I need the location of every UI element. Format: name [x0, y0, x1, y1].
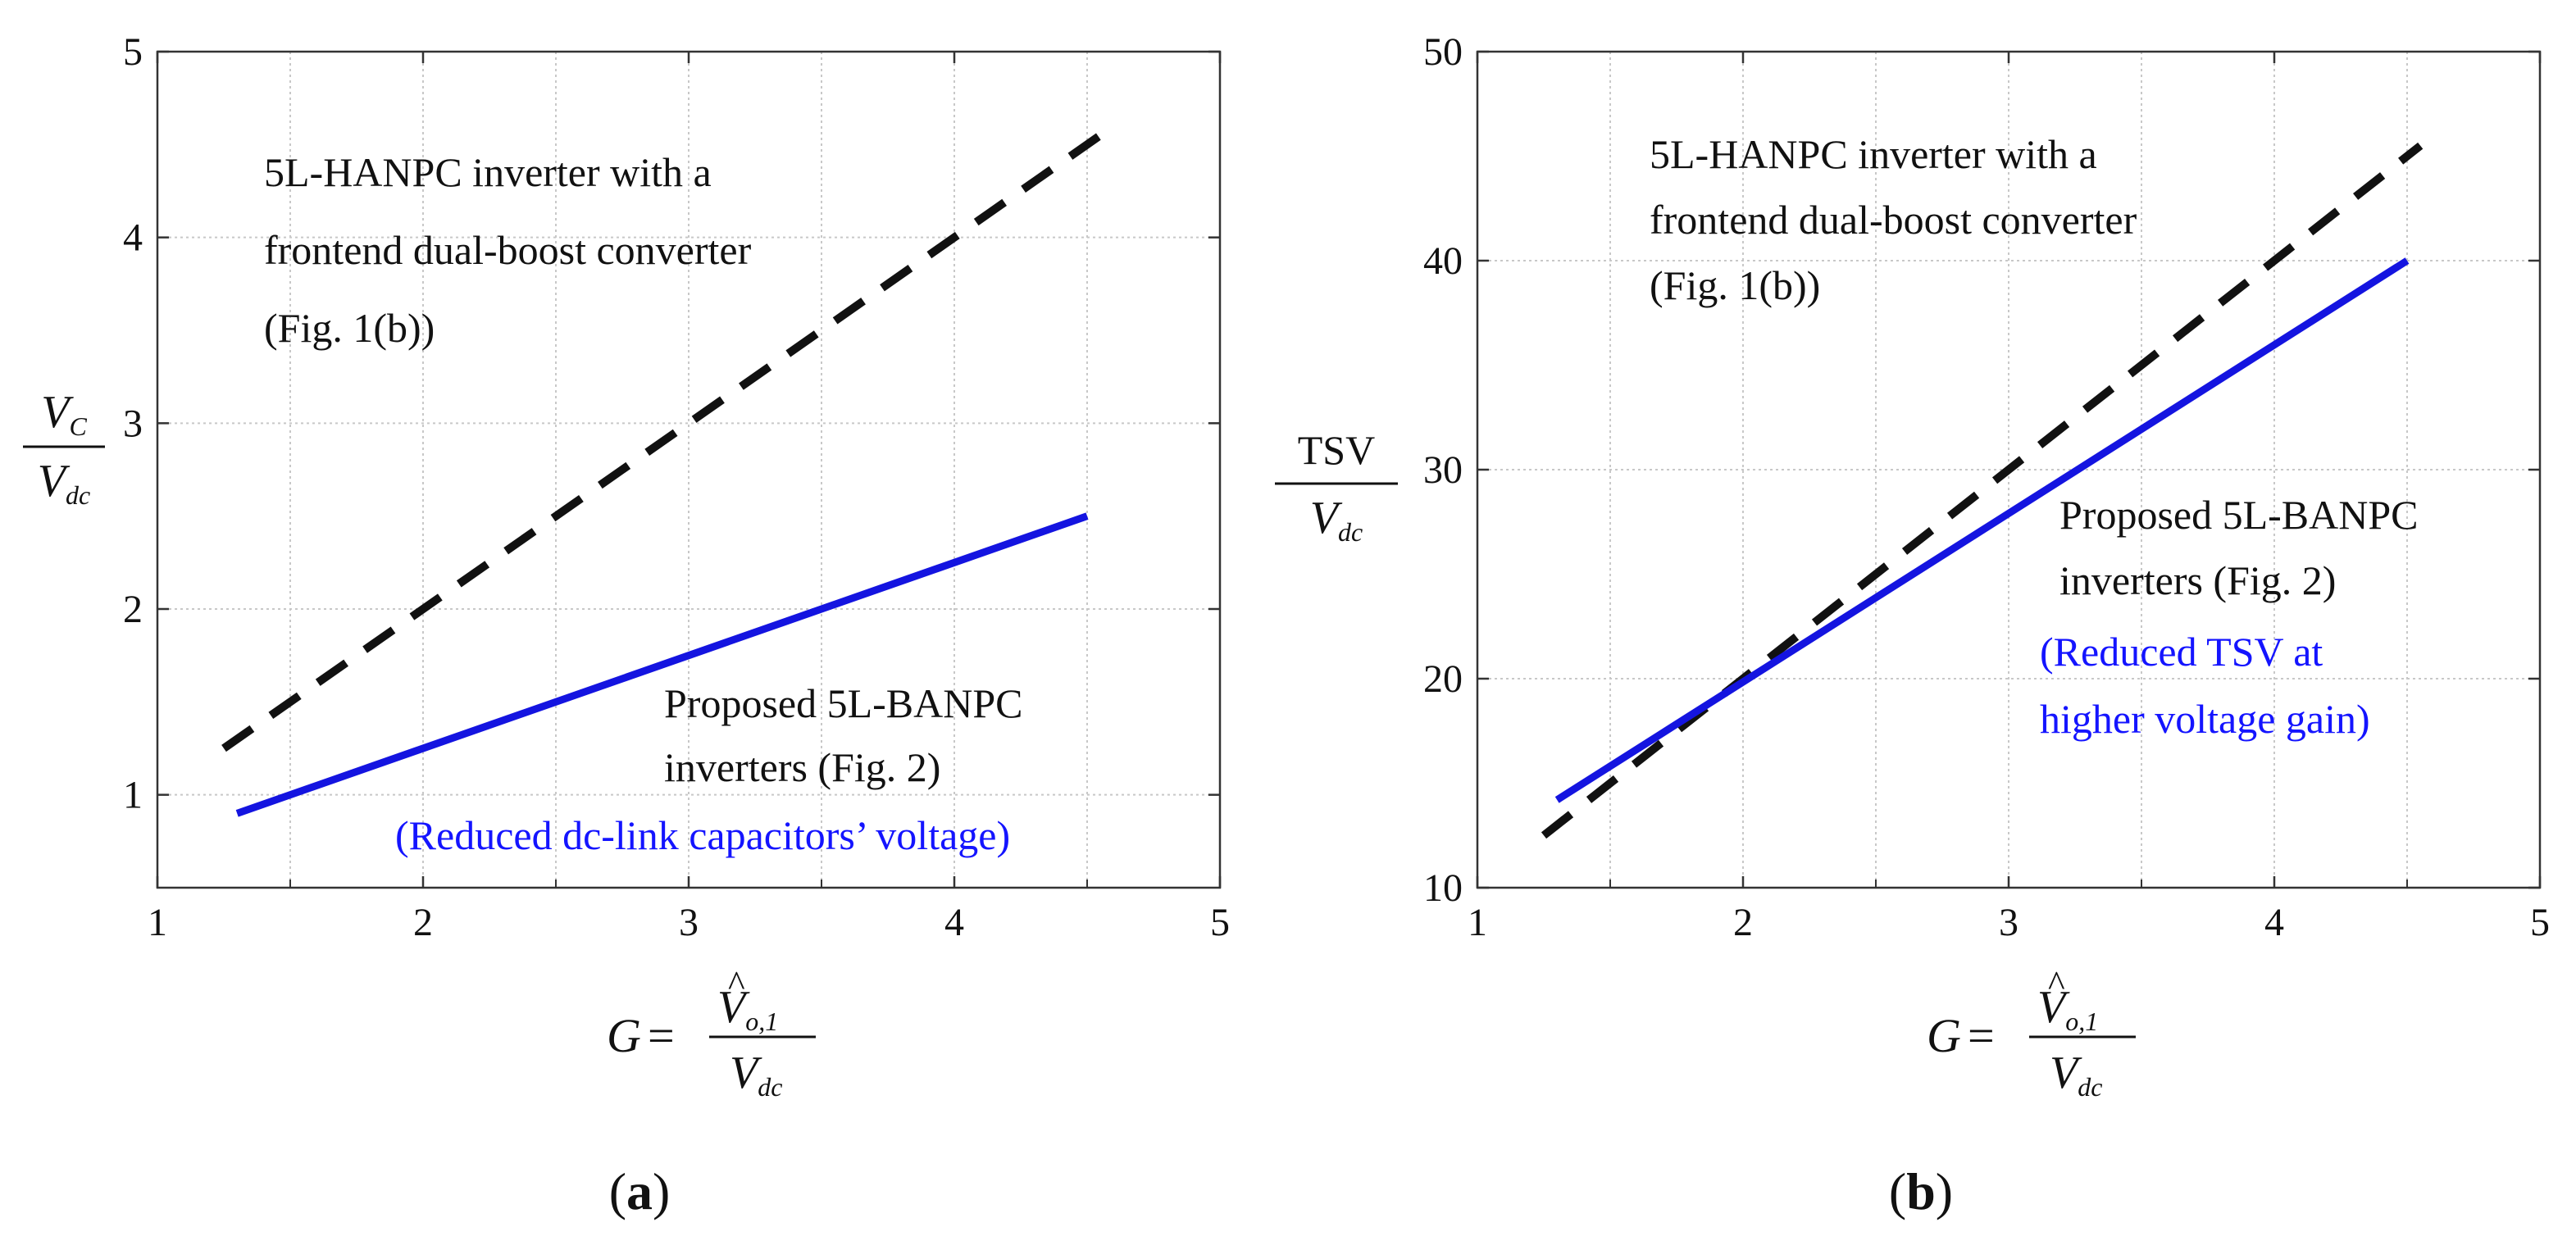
annotation-banpc: inverters (Fig. 2) — [664, 744, 940, 790]
annotation-banpc-note: (Reduced TSV at — [2040, 629, 2323, 675]
annotation-banpc: inverters (Fig. 2) — [2059, 557, 2336, 603]
x-axis-label-hat: ^ — [2048, 964, 2065, 1004]
x-tick-label: 3 — [679, 901, 699, 944]
annotation-hanpc: 5L-HANPC inverter with a — [264, 149, 712, 195]
x-axis-label-lhs: G — [1927, 1009, 1961, 1062]
annotation-hanpc: 5L-HANPC inverter with a — [1650, 131, 2097, 177]
annotation-hanpc: frontend dual-boost converter — [264, 227, 752, 273]
panel-label: (a) — [609, 1162, 671, 1220]
x-tick-label: 1 — [1468, 901, 1487, 944]
x-tick-label: 5 — [2530, 901, 2550, 944]
y-axis-label-denominator: Vdc — [38, 456, 90, 510]
x-axis-label-equals: = — [648, 1009, 675, 1062]
x-tick-label: 5 — [1210, 901, 1230, 944]
x-axis-label-denominator: Vdc — [730, 1048, 782, 1102]
series-line-banpc — [1554, 257, 2410, 803]
y-tick-label: 40 — [1423, 239, 1463, 283]
y-tick-label: 30 — [1423, 448, 1463, 492]
chart-panel-2: 1 2 3 4 5 10 20 30 40 50 5L-HANPC inverter with a f… — [1275, 30, 2550, 1220]
series-line-hanpc — [221, 131, 1104, 752]
annotation-banpc-note: higher voltage gain) — [2040, 696, 2370, 742]
y-tick-label: 5 — [123, 30, 143, 74]
x-axis-label-lhs: G — [607, 1009, 641, 1062]
annotation-hanpc: frontend dual-boost converter — [1650, 197, 2137, 243]
y-tick-label: 2 — [123, 588, 143, 631]
x-tick-label: 1 — [148, 901, 167, 944]
y-tick-label: 20 — [1423, 657, 1463, 701]
annotation-banpc-note: (Reduced dc-link capacitors’ voltage) — [395, 812, 1010, 858]
panel-label: (b) — [1889, 1162, 1953, 1220]
annotation-hanpc: (Fig. 1(b)) — [1650, 262, 1820, 308]
x-tick-label: 4 — [2264, 901, 2284, 944]
x-tick-label: 2 — [1733, 901, 1753, 944]
series-line-hanpc — [1541, 142, 2424, 839]
y-tick-label: 50 — [1423, 30, 1463, 74]
series-line-banpc — [235, 512, 1089, 817]
y-tick-label: 1 — [123, 774, 143, 817]
x-tick-label: 3 — [1999, 901, 2018, 944]
x-axis-label-numerator: Vo,1 — [717, 982, 778, 1036]
x-axis-label-equals: = — [1968, 1009, 1995, 1062]
annotation-hanpc: (Fig. 1(b)) — [264, 305, 435, 351]
chart-panel-1: 1 2 3 4 5 1 2 3 4 5 5L-HANPC inverter with a fronte… — [23, 30, 1230, 1220]
y-tick-label: 4 — [123, 216, 143, 260]
x-axis-label-denominator: Vdc — [2050, 1048, 2102, 1102]
y-axis-label-numerator: VC — [41, 387, 87, 441]
x-tick-label: 4 — [944, 901, 964, 944]
x-axis-label-numerator: Vo,1 — [2037, 982, 2098, 1036]
y-tick-label: 10 — [1423, 866, 1463, 910]
y-axis-label-numerator: TSV — [1298, 427, 1375, 473]
y-tick-label: 3 — [123, 402, 143, 445]
x-tick-label: 2 — [413, 901, 433, 944]
y-axis-label-denominator: Vdc — [1310, 493, 1363, 547]
x-axis-label-hat: ^ — [728, 964, 745, 1004]
annotation-banpc: Proposed 5L-BANPC — [664, 680, 1023, 726]
annotation-banpc: Proposed 5L-BANPC — [2059, 492, 2419, 538]
